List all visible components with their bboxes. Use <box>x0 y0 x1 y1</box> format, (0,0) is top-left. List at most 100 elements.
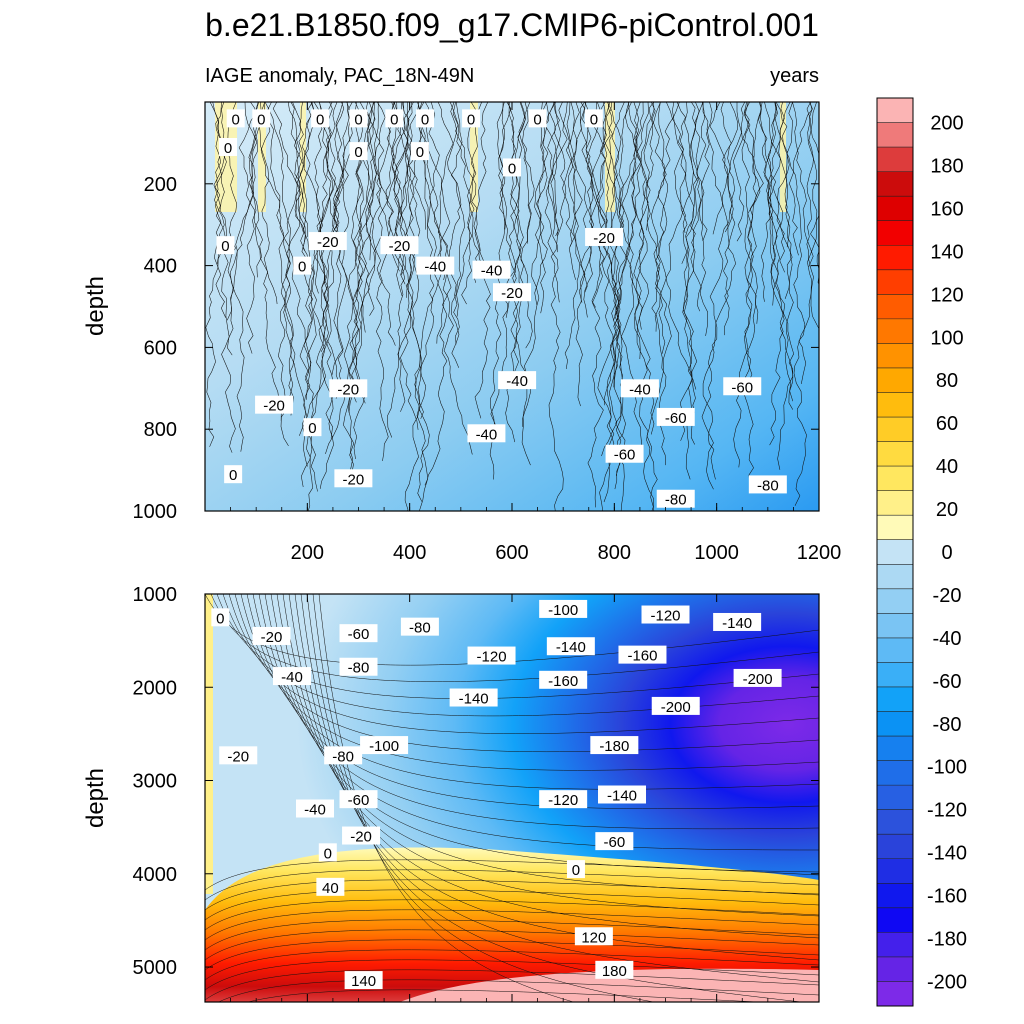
contour-label-box <box>467 646 516 665</box>
top-ytick-label: 1000 <box>133 501 178 523</box>
top-contour-line <box>617 102 655 435</box>
contour-label-text: -20 <box>593 230 615 247</box>
contour-label-text: -60 <box>614 447 636 464</box>
contour-label-text: -200 <box>743 671 773 688</box>
top-contour-line <box>614 102 649 511</box>
contour-label-box <box>344 971 383 990</box>
contour-label-text: -60 <box>731 379 753 396</box>
colorbar-label: 180 <box>930 155 963 177</box>
contour-label-text: 0 <box>416 144 424 161</box>
colorbar-label: 40 <box>936 456 958 478</box>
contour-label-text: -80 <box>665 492 687 509</box>
top-contour-line <box>651 102 693 480</box>
colorbar-segment <box>877 417 913 442</box>
contour-label-box <box>360 736 409 755</box>
top-contour-line <box>325 102 346 454</box>
contour-label-text: -80 <box>348 660 370 677</box>
contour-label-box <box>539 599 588 618</box>
contour-label: -60 <box>595 832 634 851</box>
contour-label-box <box>211 608 230 627</box>
top-contour-line <box>227 102 258 356</box>
contour-label-box <box>342 826 381 845</box>
top-contour-line <box>654 102 694 332</box>
contour-label-text: 0 <box>221 238 229 255</box>
top-contour-line <box>214 102 237 453</box>
top-contour-line <box>498 102 519 374</box>
top-contour-line <box>789 102 813 256</box>
top-contour-line <box>351 102 379 403</box>
top-contour-line <box>580 102 602 308</box>
contour-label: -60 <box>339 624 378 643</box>
contour-label: -20 <box>380 236 419 255</box>
contour-label: -100 <box>360 736 409 755</box>
top-contour-line <box>633 102 655 360</box>
top-contour-line <box>774 102 791 248</box>
bottom-field-warm <box>205 847 819 1002</box>
contour-label: -140 <box>713 612 762 632</box>
bottom-contour-line <box>294 594 819 961</box>
colorbar-label: 100 <box>930 327 963 349</box>
top-contour-line <box>331 102 353 376</box>
top-contour-line <box>520 102 533 349</box>
top-contour-line <box>547 102 559 237</box>
contour-label-text: 140 <box>351 973 376 990</box>
colorbar-segment <box>877 907 913 933</box>
contour-label: -80 <box>400 617 439 637</box>
colorbar-segment <box>877 367 913 393</box>
contour-label-box <box>584 109 603 128</box>
colorbar-segment <box>877 245 913 271</box>
contour-label: -60 <box>656 407 695 427</box>
contour-label: -180 <box>590 736 639 755</box>
top-contour-line <box>564 102 583 370</box>
contour-label: 180 <box>595 960 634 980</box>
top-contour-line <box>674 102 686 234</box>
top-contour-line <box>775 102 807 384</box>
contour-label: -40 <box>498 371 537 390</box>
colorbar-segment <box>877 147 913 173</box>
contour-label-text: 0 <box>216 610 224 627</box>
bottom-left-strip <box>205 594 213 894</box>
contour-label-box <box>566 860 585 879</box>
contour-label-text: -140 <box>607 788 637 805</box>
colorbar-label: 20 <box>936 499 958 521</box>
contour-label: -20 <box>585 227 624 247</box>
top-contour-line <box>341 102 354 470</box>
figure-title: b.e21.B1850.f09_g17.CMIP6-piControl.001 <box>205 7 819 43</box>
contour-label-text: -40 <box>281 669 303 686</box>
contour-label-text: 0 <box>421 111 429 128</box>
colorbar-label: 60 <box>936 413 958 435</box>
contour-label-box <box>385 109 404 128</box>
top-xtick-label: 800 <box>598 542 631 564</box>
contour-label-text: 120 <box>581 929 606 946</box>
contour-label-text: 0 <box>354 111 362 128</box>
top-xtick-label: 400 <box>393 542 426 564</box>
contour-label-text: 0 <box>354 144 362 161</box>
contour-label-box <box>733 668 782 687</box>
contour-label-box <box>296 799 335 818</box>
top-contour-line <box>205 102 227 447</box>
top-contour-line <box>768 102 794 402</box>
contour-label-box <box>656 489 695 508</box>
colorbar-segment <box>877 711 913 737</box>
colorbar-segment <box>877 858 913 884</box>
contour-label-box <box>467 424 506 443</box>
contour-label: 0 <box>349 142 368 161</box>
bottom-ytick-label: 5000 <box>133 957 178 979</box>
top-contour-line <box>367 102 409 316</box>
top-ytick-label: 400 <box>144 256 177 278</box>
contour-label: 0 <box>385 109 404 128</box>
contour-label-text: -100 <box>369 738 399 755</box>
top-contour-line <box>709 102 728 235</box>
top-contour-line <box>375 102 394 462</box>
contour-label-text: -60 <box>603 834 625 851</box>
bottom-contour-labels: 0 -20 -40 -60 -80 -80 -100 -120 -140 -120 -140 -160… <box>211 599 782 990</box>
colorbar-segment <box>877 981 913 1007</box>
top-contour-line <box>764 102 794 470</box>
contour-label-text: -80 <box>332 748 354 765</box>
colorbar-segment <box>877 662 913 688</box>
contour-label: -120 <box>641 605 690 625</box>
contour-label-text: 0 <box>390 111 398 128</box>
contour-label-box <box>339 624 378 643</box>
